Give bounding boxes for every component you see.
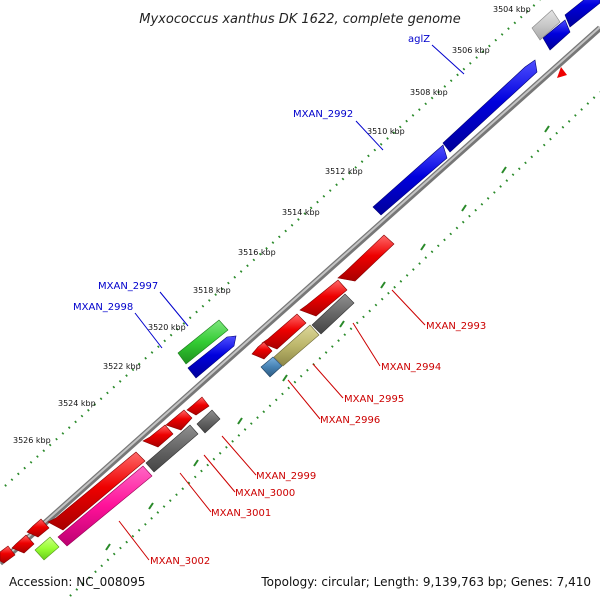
- gene-MXAN_2998[interactable]: [187, 335, 237, 379]
- gene-label-MXAN_2995[interactable]: MXAN_2995: [344, 394, 404, 405]
- gene-label-MXAN_2998[interactable]: MXAN_2998: [73, 302, 133, 313]
- gene-forward[interactable]: [542, 19, 571, 51]
- gene-label-MXAN_2992[interactable]: MXAN_2992: [293, 109, 353, 120]
- forward-label-leaders: [134, 44, 465, 349]
- gene-red-small[interactable]: [0, 545, 16, 564]
- genome-summary-text: Topology: circular; Length: 9,139,763 bp…: [260, 575, 591, 589]
- gene-MXAN_3001[interactable]: [47, 451, 146, 531]
- genome-backbone-highlight: [0, 26, 600, 563]
- gene-label-MXAN_2993[interactable]: MXAN_2993: [426, 321, 486, 332]
- gene-forward[interactable]: [564, 0, 600, 28]
- gene-label-MXAN_3002[interactable]: MXAN_3002: [150, 556, 210, 567]
- gene-red-small[interactable]: [251, 341, 273, 360]
- tick-label-3526: 3526 kbp: [13, 436, 51, 445]
- gene-MXAN_2993[interactable]: [299, 279, 348, 317]
- kbp-tick-labels: 3504 kbp 3506 kbp 3508 kbp 3510 kbp 3512…: [13, 5, 531, 445]
- gene-label-MXAN_2999[interactable]: MXAN_2999: [256, 471, 316, 482]
- reverse-label-leaders: [118, 289, 426, 561]
- gene-MXAN_2999[interactable]: [165, 409, 193, 431]
- tick-label-3508: 3508 kbp: [410, 88, 448, 97]
- tick-label-3512: 3512 kbp: [325, 167, 363, 176]
- inner-tick-row: [69, 91, 600, 597]
- gene-MXAN_2996[interactable]: [260, 356, 283, 378]
- forward-strand-genes: [177, 0, 600, 379]
- tick-label-3504: 3504 kbp: [493, 5, 531, 14]
- gene-MXAN_3002[interactable]: [57, 465, 153, 547]
- gene-label-MXAN_3000[interactable]: MXAN_3000: [235, 488, 295, 499]
- gene-label-MXAN_3001[interactable]: MXAN_3001: [211, 508, 271, 519]
- gene-label-MXAN_2996[interactable]: MXAN_2996: [320, 415, 380, 426]
- gene-red-small[interactable]: [11, 534, 35, 554]
- outer-tick-row: [4, 0, 541, 487]
- tick-label-3520: 3520 kbp: [148, 323, 186, 332]
- tick-label-3518: 3518 kbp: [193, 286, 231, 295]
- tick-label-3514: 3514 kbp: [282, 208, 320, 217]
- gene-MXAN_2993[interactable]: [337, 234, 395, 282]
- tick-label-3522: 3522 kbp: [103, 362, 141, 371]
- gene-MXAN_2994[interactable]: [311, 293, 355, 335]
- reverse-strand-genes: [0, 67, 567, 564]
- gene-MXAN_2995[interactable]: [273, 324, 320, 367]
- gene-label-MXAN_2994[interactable]: MXAN_2994: [381, 362, 441, 373]
- gene-reverse-marker[interactable]: [557, 67, 567, 78]
- tick-label-3524: 3524 kbp: [58, 399, 96, 408]
- gene-MXAN_2999[interactable]: [196, 409, 221, 434]
- gene-label-MXAN_2997[interactable]: MXAN_2997: [98, 281, 158, 292]
- tick-label-3510: 3510 kbp: [367, 127, 405, 136]
- gene-red-small[interactable]: [26, 518, 50, 538]
- gene-MXAN_3000[interactable]: [145, 424, 199, 473]
- gene-MXAN_2997[interactable]: [177, 319, 229, 365]
- gene-gray[interactable]: [531, 9, 561, 41]
- inner-major-ticks: [105, 125, 550, 551]
- tick-label-3516: 3516 kbp: [238, 248, 276, 257]
- gene-MXAN_2992[interactable]: [442, 59, 538, 153]
- gene-aglZ[interactable]: [372, 144, 448, 216]
- accession-text: Accession: NC_008095: [9, 575, 145, 589]
- gene-label-aglZ[interactable]: aglZ: [408, 34, 430, 45]
- map-title: Myxococcus xanthus DK 1622, complete gen…: [139, 12, 460, 27]
- gene-MXAN_2999[interactable]: [186, 396, 210, 416]
- gene-MXAN_3000[interactable]: [142, 424, 174, 448]
- gene-lime[interactable]: [34, 536, 60, 561]
- gene-MXAN_2994[interactable]: [261, 313, 307, 350]
- tick-label-3506: 3506 kbp: [452, 46, 490, 55]
